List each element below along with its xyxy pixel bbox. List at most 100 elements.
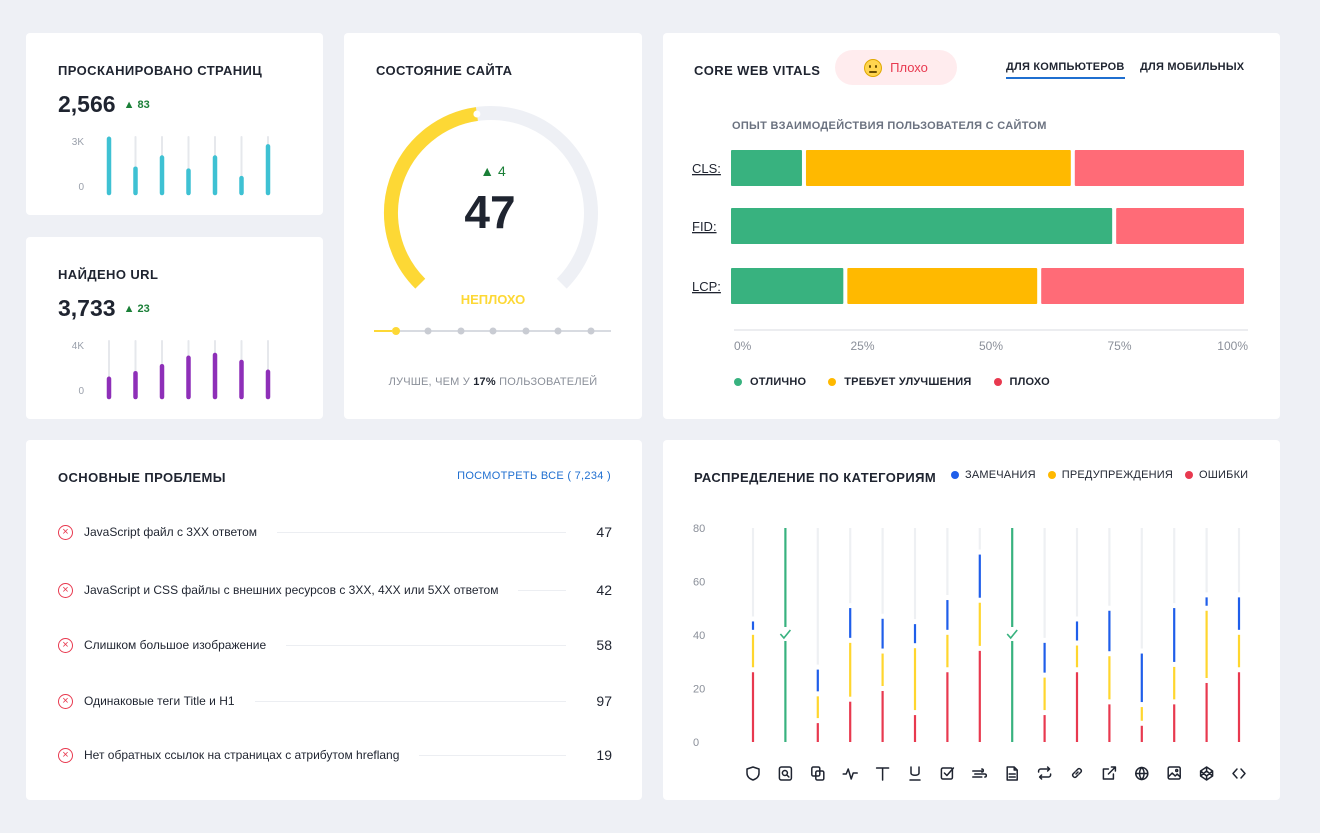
scale-marker xyxy=(489,327,497,335)
category-ok-mask xyxy=(1004,627,1021,641)
issue-divider xyxy=(286,644,566,646)
scanned-pages-sparkbars xyxy=(106,136,271,196)
scanned-pages-value: 2,566 xyxy=(58,91,116,117)
top-issues-card: Основные проблемы ПОСМОТРЕТЬ ВСЕ ( 7,234… xyxy=(26,440,642,800)
neutral-face-icon xyxy=(864,58,883,77)
error-circle-icon: × xyxy=(58,693,73,709)
category-y-tick: 20 xyxy=(693,684,705,696)
legend-improve: Требует улучшения xyxy=(828,376,971,388)
health-footer: ЛУЧШЕ, ЧЕМ У 17% ПОЛЬЗОВАТЕЛЕЙ xyxy=(388,376,598,388)
category-y-tick: 80 xyxy=(693,523,705,535)
found-urls-card: Найдено URL 3,733 ▲ 23 4K 0 xyxy=(26,237,323,419)
error-circle-icon: × xyxy=(58,524,73,540)
view-all-link[interactable]: ПОСМОТРЕТЬ ВСЕ ( 7,234 ) xyxy=(457,470,611,482)
cwv-axis-tick: 50% xyxy=(979,339,1003,353)
issue-row[interactable]: × Одинаковые теги Title и H1 97 xyxy=(58,691,612,711)
repeat-icon xyxy=(1037,766,1052,780)
health-gauge xyxy=(384,106,598,289)
category-y-tick: 40 xyxy=(693,630,705,642)
cwv-card: Core Web Vitals Плохо Для компьютеров Дл… xyxy=(663,33,1280,419)
copy-icon xyxy=(811,766,825,781)
category-legend: Замечания Предупреждения Ошибки xyxy=(951,469,1248,481)
issues-list: × JavaScript файл с 3XX ответом 47 × JavaScr… xyxy=(26,440,642,800)
cwv-axis-tick: 25% xyxy=(850,339,874,353)
issue-divider xyxy=(419,754,566,756)
issue-divider xyxy=(518,589,566,591)
cwv-bar-poor xyxy=(1116,208,1244,244)
issue-text: Слишком большое изображение xyxy=(84,638,267,652)
scale-marker xyxy=(457,327,465,335)
code-icon xyxy=(1232,768,1246,779)
cwv-bar-improve xyxy=(847,268,1038,304)
issue-row[interactable]: × Слишком большое изображение 58 xyxy=(58,635,612,655)
top-issues-title: Основные проблемы xyxy=(58,470,226,485)
site-health-title: Состояние сайта xyxy=(376,63,513,78)
cwv-row-label: LCP: xyxy=(692,279,721,294)
issue-count: 42 xyxy=(596,582,612,598)
gauge-knob xyxy=(473,110,481,118)
legend-good: Отлично xyxy=(734,376,806,388)
found-urls-delta: ▲ 23 xyxy=(123,302,150,315)
issue-row[interactable]: × JavaScript файл с 3XX ответом 47 xyxy=(58,522,612,542)
cwv-bar-good xyxy=(731,208,1113,244)
scale-marker xyxy=(587,327,595,335)
found-urls-value: 3,733 xyxy=(58,295,116,321)
issue-divider xyxy=(254,700,566,702)
tab-desktop[interactable]: Для компьютеров xyxy=(1006,61,1125,79)
issue-text: JavaScript файл с 3XX ответом xyxy=(84,525,257,539)
speed-icon xyxy=(972,768,988,778)
scale-marker xyxy=(554,327,562,335)
cwv-badge-label: Плохо xyxy=(890,60,928,75)
issue-text: JavaScript и CSS файлы с внешних ресурсо… xyxy=(84,583,499,597)
cwv-status-badge: Плохо xyxy=(835,50,957,85)
error-circle-icon: × xyxy=(58,637,73,653)
category-chart: 80 60 40 20 0 xyxy=(693,523,1246,781)
error-circle-icon: × xyxy=(58,747,73,763)
tab-mobile[interactable]: Для мобильных xyxy=(1140,61,1245,73)
scale-marker xyxy=(424,327,432,335)
site-health-card: Состояние сайта ▲ 4 47 НЕПЛОХО ЛУЧШЕ, ЧЕ… xyxy=(344,33,642,419)
image-icon xyxy=(1167,766,1181,780)
category-ok-mask xyxy=(777,627,794,641)
check-icon xyxy=(779,629,792,640)
cwv-title: Core Web Vitals xyxy=(694,63,821,78)
cwv-axis-tick: 0% xyxy=(734,339,752,353)
search-page-icon xyxy=(778,766,793,781)
external-link-icon xyxy=(1102,766,1117,780)
issue-row[interactable]: × Нет обратных ссылок на страницах с атри… xyxy=(58,745,612,765)
error-circle-icon: × xyxy=(58,582,73,598)
cwv-axis-tick: 75% xyxy=(1107,339,1131,353)
category-y-tick: 0 xyxy=(693,737,699,749)
issue-count: 58 xyxy=(596,637,612,653)
cwv-bar-poor xyxy=(1041,268,1244,304)
cwv-row-label: FID: xyxy=(692,219,717,234)
cwv-axis-tick: 100% xyxy=(1217,339,1248,353)
urls-tick-max: 4K xyxy=(71,341,84,352)
cwv-subtitle: Опыт взаимодействия пользователя с сайто… xyxy=(732,120,1047,132)
legend-warnings: Предупреждения xyxy=(1047,469,1173,481)
shield-icon xyxy=(746,766,760,781)
health-label: НЕПЛОХО xyxy=(460,292,526,307)
legend-poor: Плохо xyxy=(993,376,1050,388)
issue-row[interactable]: × JavaScript и CSS файлы с внешних ресурс… xyxy=(58,580,612,600)
category-card: Распределение по категориям Замечания Пр… xyxy=(663,440,1280,800)
cwv-bar-good xyxy=(731,268,844,304)
scanned-pages-card: Просканировано страниц 2,566 ▲ 83 3K 0 xyxy=(26,33,323,215)
link-icon xyxy=(1071,767,1083,779)
globe-icon xyxy=(1135,766,1149,781)
issue-divider xyxy=(277,531,566,533)
scale-marker-active xyxy=(392,327,400,335)
legend-errors: Ошибки xyxy=(1185,469,1248,481)
scanned-tick-max: 3K xyxy=(71,137,84,148)
health-delta: ▲ 4 xyxy=(480,163,506,179)
checkbox-icon xyxy=(940,767,955,780)
gauge-fill xyxy=(384,107,478,289)
issue-count: 47 xyxy=(596,524,612,540)
urls-tick-min: 0 xyxy=(78,386,84,397)
scanned-pages-title: Просканировано страниц xyxy=(58,63,263,78)
cwv-bar-poor xyxy=(1074,150,1244,186)
category-y-tick: 60 xyxy=(693,577,705,589)
cwv-legend: Отлично Требует улучшения Плохо xyxy=(734,376,1050,388)
cwv-bar-improve xyxy=(805,150,1071,186)
found-urls-sparkbars xyxy=(106,340,271,400)
